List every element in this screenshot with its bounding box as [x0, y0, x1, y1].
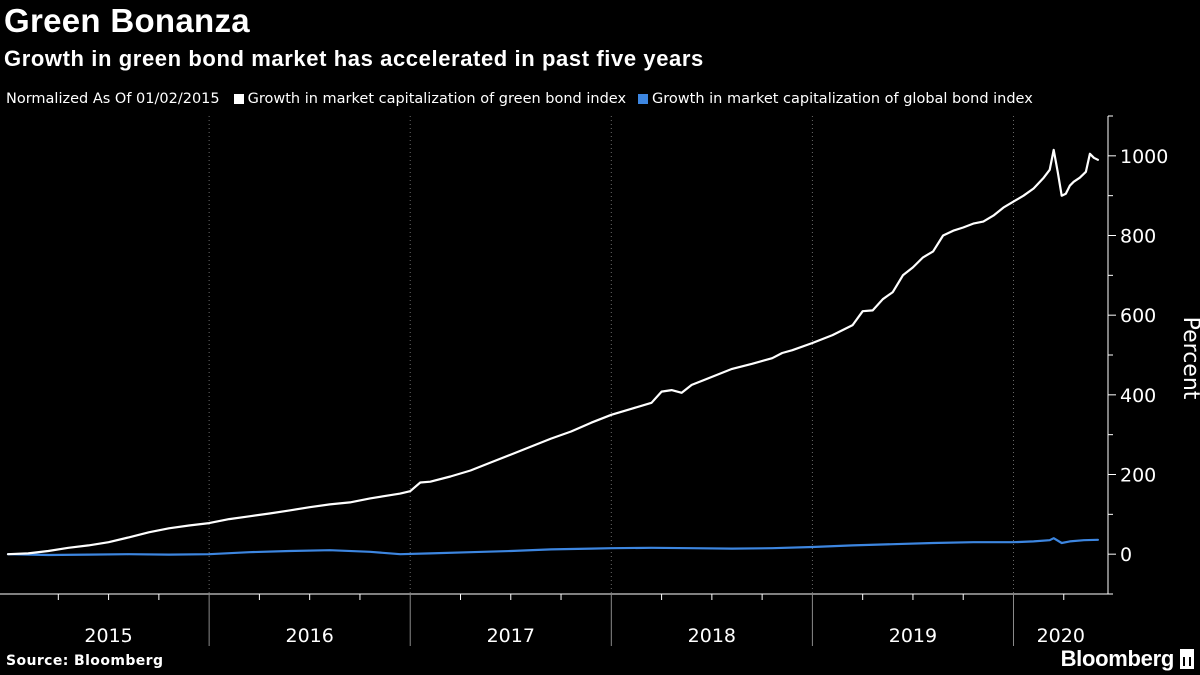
- y-tick-label-600: 600: [1120, 305, 1156, 327]
- normalization-note: Normalized As Of 01/02/2015: [6, 91, 220, 107]
- legend: Normalized As Of 01/02/2015 Growth in ma…: [6, 91, 1045, 107]
- brand: Bloomberg: [1061, 646, 1194, 672]
- legend-swatch-global-bond: [638, 94, 649, 104]
- y-tick-label-800: 800: [1120, 226, 1156, 248]
- x-tick-label-2020: 2020: [1037, 625, 1085, 647]
- legend-entry-green-bond: Growth in market capitalization of green…: [233, 91, 627, 107]
- chart-title: Green Bonanza: [4, 2, 250, 39]
- x-tick-label-2017: 2017: [487, 625, 535, 647]
- series-line-global-bond-index: [6, 537, 1099, 557]
- brand-wordmark: Bloomberg: [1060, 646, 1175, 671]
- y-tick-label-1000: 1000: [1120, 146, 1168, 168]
- bloomberg-logo-icon: [1180, 649, 1194, 669]
- legend-label-global-bond: Growth in market capitalization of globa…: [652, 91, 1033, 107]
- x-tick-label-2019: 2019: [889, 625, 937, 647]
- legend-label-green-bond: Growth in market capitalization of green…: [247, 91, 627, 107]
- series-line-green-bond-index: [6, 148, 1099, 556]
- source-note: Source: Bloomberg: [6, 653, 164, 669]
- chart-subtitle: Growth in green bond market has accelera…: [4, 46, 704, 71]
- x-tick-label-2018: 2018: [688, 625, 736, 647]
- x-tick-label-2015: 2015: [84, 625, 132, 647]
- x-tick-label-2016: 2016: [285, 625, 333, 647]
- y-tick-label-400: 400: [1120, 385, 1156, 407]
- y-axis-title: Percent: [1178, 317, 1200, 400]
- legend-swatch-green-bond: [233, 94, 244, 104]
- y-tick-label-200: 200: [1120, 465, 1156, 487]
- legend-entry-global-bond: Growth in market capitalization of globa…: [638, 91, 1033, 107]
- y-tick-label-0: 0: [1120, 544, 1132, 566]
